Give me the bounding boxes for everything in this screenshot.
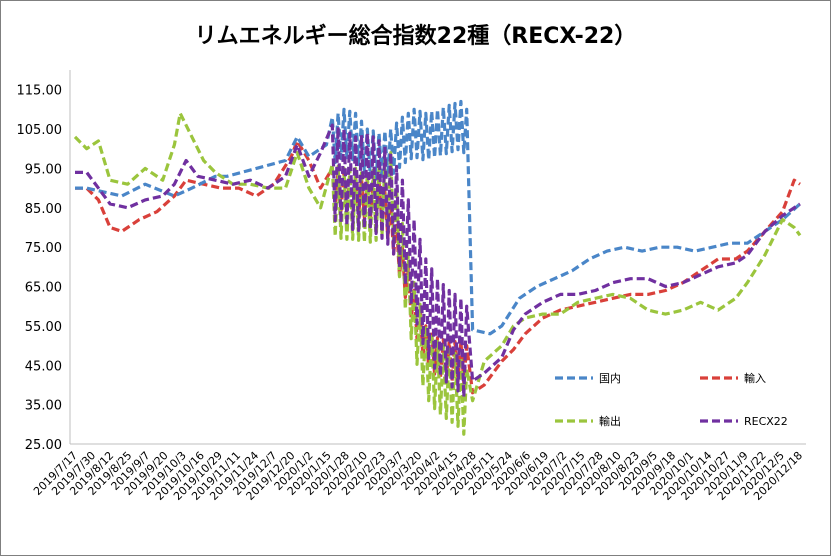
- y-tick-label: 105.00: [17, 123, 63, 138]
- legend-label: 輸出: [599, 414, 621, 428]
- legend-label: 輸入: [744, 371, 766, 385]
- y-tick-label: 85.00: [25, 202, 62, 217]
- y-tick-label: 25.00: [25, 438, 62, 453]
- y-tick-label: 35.00: [25, 399, 62, 414]
- y-tick-label: 65.00: [25, 281, 62, 296]
- y-tick-label: 75.00: [25, 241, 62, 256]
- y-tick-label: 95.00: [25, 162, 62, 177]
- legend-label: RECX22: [744, 415, 788, 428]
- series-line-3: [75, 123, 801, 399]
- chart-title: リムエネルギー総合指数22種（RECX-22）: [194, 24, 637, 49]
- series-line-2: [73, 111, 802, 436]
- series-line-1: [75, 139, 801, 395]
- y-tick-label: 45.00: [25, 359, 62, 374]
- y-tick-label: 55.00: [25, 320, 62, 335]
- y-tick-label: 115.00: [17, 84, 63, 99]
- legend-label: 国内: [599, 371, 621, 385]
